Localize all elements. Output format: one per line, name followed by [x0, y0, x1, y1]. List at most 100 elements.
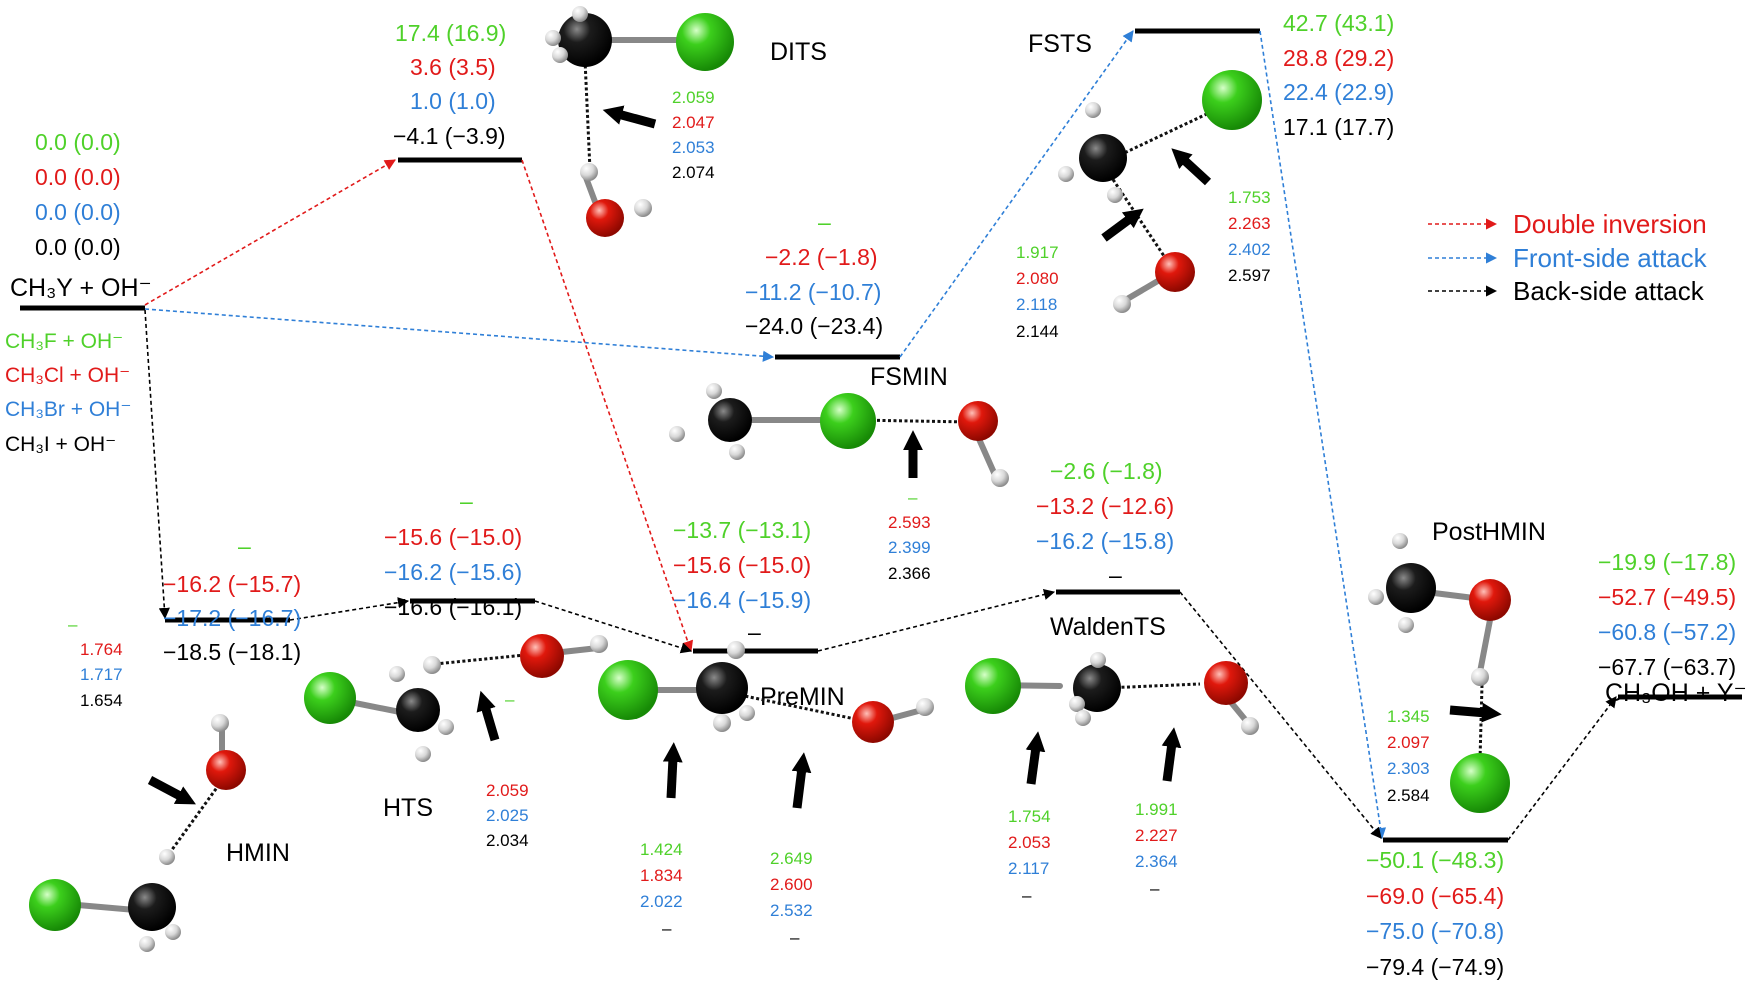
- fsmin-bond-br: 2.399: [888, 538, 931, 557]
- hts-bond-i: 2.034: [486, 831, 529, 850]
- arrow-icon: [602, 105, 657, 129]
- path-black-5: [1179, 591, 1382, 839]
- fsmin-energy-i: −24.0 (−23.4): [745, 313, 883, 339]
- hts-molecule: [304, 634, 608, 762]
- hmin-labels: – −16.2 (−15.7) −17.2 (−16.7) −18.5 (−18…: [68, 533, 301, 867]
- hydrogen-atom: [1398, 617, 1414, 633]
- waldents-bond-left-br: 2.117: [1008, 859, 1049, 878]
- carbon-atom: [1079, 134, 1127, 182]
- hydrogen-atom: [211, 714, 229, 732]
- hydrogen-atom: [572, 6, 588, 22]
- oxygen-atom: [520, 634, 564, 678]
- premin-bond-left-f: 1.424: [640, 840, 683, 859]
- posthmin-energy-f: −50.1 (−48.3): [1366, 847, 1504, 873]
- products-name: CH₃OH + Y⁻: [1605, 679, 1747, 707]
- hydrogen-atom: [165, 924, 181, 940]
- carbon-atom: [1073, 664, 1121, 712]
- premin-energy-br: −16.4 (−15.9): [673, 587, 811, 613]
- fsts-bond-right-i: 2.597: [1228, 266, 1271, 285]
- oxygen-atom: [206, 750, 246, 790]
- fsts-energy-cl: 28.8 (29.2): [1283, 45, 1394, 71]
- fsts-bond-left-i: 2.144: [1016, 322, 1059, 341]
- hydrogen-atom: [580, 163, 598, 181]
- arrow-icon: [662, 742, 683, 799]
- legend-back-side: Back-side attack: [1513, 276, 1705, 306]
- premin-bond-left-br: 2.022: [640, 892, 683, 911]
- hts-energy-i: −16.6 (−16.1): [384, 594, 522, 620]
- waldents-energy-br: −16.2 (−15.8): [1036, 528, 1174, 554]
- fsmin-molecule: [669, 383, 1009, 487]
- hydrogen-atom: [706, 383, 722, 399]
- hts-bond-f: –: [505, 690, 515, 709]
- hmin-energy-br: −17.2 (−16.7): [163, 605, 301, 631]
- dits-energy-f: 17.4 (16.9): [395, 20, 506, 46]
- arrow-icon: [1161, 727, 1182, 782]
- hydrogen-atom: [739, 705, 755, 721]
- dits-bond-i: 2.074: [672, 163, 715, 182]
- posthmin-energy-i: −79.4 (−74.9): [1366, 954, 1504, 980]
- carbon-atom: [558, 13, 612, 67]
- dits-name: DITS: [770, 38, 827, 66]
- hydrogen-atom: [438, 719, 454, 735]
- carbon-atom: [708, 398, 752, 442]
- fsts-molecule: [1058, 70, 1262, 313]
- path-black-4: [817, 589, 1056, 652]
- fsmin-bond-i: 2.366: [888, 564, 931, 583]
- posthmin-energy-cl: −69.0 (−65.4): [1366, 883, 1504, 909]
- premin-bond-right-br: 2.532: [770, 901, 813, 920]
- waldents-energy-f: −2.6 (−1.8): [1050, 458, 1163, 484]
- oxygen-atom: [958, 401, 998, 441]
- reactants-species-br: CH₃Br + OH⁻: [5, 398, 131, 421]
- hts-energy-f: –: [460, 488, 473, 514]
- path-red-2: [521, 159, 694, 653]
- arrow-icon: [147, 776, 196, 805]
- waldents-bond-right-f: 1.991: [1135, 800, 1178, 819]
- chlorine-atom: [29, 879, 81, 931]
- hydrogen-atom: [729, 444, 745, 460]
- carbon-atom: [396, 688, 440, 732]
- hmin-molecule: [29, 714, 246, 952]
- chlorine-atom: [965, 658, 1021, 714]
- premin-energy-f: −13.7 (−13.1): [673, 517, 811, 543]
- products-energy-i: −67.7 (−63.7): [1598, 654, 1736, 680]
- arrow-icon: [476, 690, 500, 742]
- hts-name: HTS: [383, 794, 433, 822]
- hydrogen-atom: [389, 666, 405, 682]
- legend-front-side: Front-side attack: [1513, 243, 1708, 273]
- fsts-name: FSTS: [1028, 30, 1092, 58]
- chlorine-atom: [598, 660, 658, 720]
- posthmin-molecule: [1368, 533, 1511, 813]
- premin-labels: −13.7 (−13.1) −15.6 (−15.0) −16.4 (−15.9…: [640, 517, 845, 947]
- carbon-atom: [1386, 563, 1436, 613]
- hydrogen-atom: [727, 641, 745, 659]
- hydrogen-atom: [159, 849, 175, 865]
- hmin-bond-cl: 1.764: [80, 640, 123, 659]
- hmin-bond-br: 1.717: [80, 665, 123, 684]
- products-energy-f: −19.9 (−17.8): [1598, 549, 1736, 575]
- fsts-bond-right-br: 2.402: [1228, 240, 1271, 259]
- path-blue-1: [144, 308, 775, 362]
- premin-molecule: [598, 641, 934, 809]
- fsmin-name: FSMIN: [870, 363, 948, 391]
- fsmin-labels: – −2.2 (−1.8) −11.2 (−10.7) −24.0 (−23.4…: [745, 209, 948, 583]
- chlorine-atom: [1450, 753, 1510, 813]
- carbon-atom: [696, 662, 748, 714]
- waldents-name: WaldenTS: [1050, 613, 1166, 641]
- reactants-species-cl: CH₃Cl + OH⁻: [5, 364, 130, 387]
- legend: Double inversion Front-side attack Back-…: [1428, 209, 1708, 306]
- fsts-labels: FSTS 42.7 (43.1) 28.8 (29.2) 22.4 (22.9)…: [1016, 10, 1394, 341]
- hydrogen-atom: [669, 426, 685, 442]
- chlorine-atom: [1202, 70, 1262, 130]
- hydrogen-atom: [139, 936, 155, 952]
- oxygen-atom: [586, 199, 624, 237]
- chlorine-atom: [820, 393, 876, 449]
- oxygen-atom: [1469, 579, 1511, 621]
- hydrogen-atom: [1241, 717, 1259, 735]
- products-labels: −19.9 (−17.8) −52.7 (−49.5) −60.8 (−57.2…: [1598, 549, 1747, 707]
- products-energy-br: −60.8 (−57.2): [1598, 619, 1736, 645]
- dits-energy-cl: 3.6 (3.5): [410, 54, 496, 80]
- hydrogen-atom: [545, 30, 561, 46]
- hydrogen-atom: [1392, 533, 1408, 549]
- hmin-name: HMIN: [226, 839, 290, 867]
